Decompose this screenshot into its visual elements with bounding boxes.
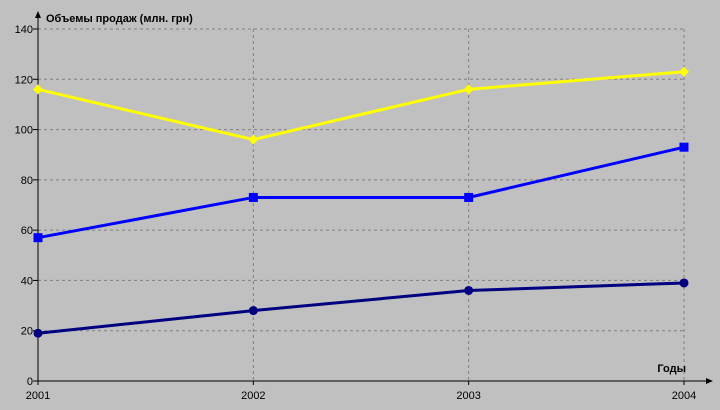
marker (33, 233, 43, 243)
marker (679, 142, 689, 152)
marker (33, 84, 43, 95)
y-tick-label: 40 (21, 275, 33, 287)
marker (248, 134, 259, 145)
marker (248, 306, 258, 316)
grid (33, 28, 685, 385)
x-tick-label: 2001 (26, 390, 50, 402)
series-line (37, 281, 685, 335)
chart-title: Объемы продаж (млн. грн) (46, 13, 193, 25)
marker (248, 192, 258, 202)
series-line (37, 145, 685, 240)
y-tick-label: 100 (15, 125, 33, 137)
marker (464, 192, 474, 202)
y-axis-arrow (35, 11, 41, 18)
series-line (37, 70, 685, 142)
x-tick-label: 2004 (672, 390, 696, 402)
x-axis-label: Годы (657, 363, 686, 375)
x-axis-arrow (706, 378, 713, 384)
y-tick-label: 60 (21, 225, 33, 237)
y-tick-label: 140 (15, 24, 33, 36)
y-tick-label: 80 (21, 175, 33, 187)
plot (33, 66, 689, 338)
marker (679, 66, 689, 77)
marker (464, 285, 474, 295)
x-tick-label: 2002 (241, 390, 265, 402)
y-tick-label: 0 (27, 376, 33, 388)
marker (33, 328, 43, 338)
marker (679, 278, 689, 288)
y-tick-label: 20 (21, 326, 33, 338)
marker (463, 84, 474, 95)
x-tick-label: 2003 (456, 390, 480, 402)
y-tick-label: 120 (15, 74, 33, 86)
